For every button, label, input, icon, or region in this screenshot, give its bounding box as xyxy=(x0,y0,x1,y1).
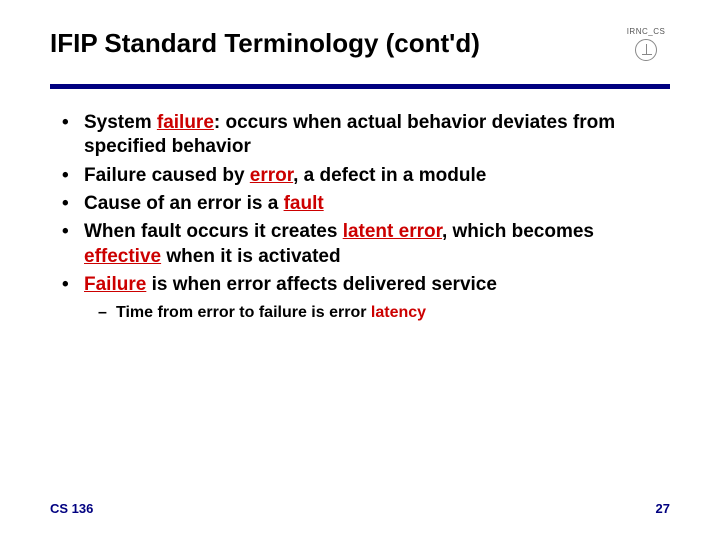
slide-title: IFIP Standard Terminology (cont'd) xyxy=(50,28,480,59)
highlight-text: error xyxy=(250,165,293,186)
text: is when error affects delivered service xyxy=(146,274,497,295)
text: , which becomes xyxy=(442,221,594,242)
slide: IFIP Standard Terminology (cont'd) IRNC_… xyxy=(0,0,720,540)
bullet-list: System failure: occurs when actual behav… xyxy=(50,111,670,297)
text: when it is activated xyxy=(161,246,341,267)
footer-left: CS 136 xyxy=(50,501,93,516)
bullet-item: Cause of an error is a fault xyxy=(62,192,670,216)
highlight-text: latent error xyxy=(343,221,442,242)
bullet-item: When fault occurs it creates latent erro… xyxy=(62,220,670,269)
highlight-text: latency xyxy=(371,304,426,321)
footer-right: 27 xyxy=(656,501,670,516)
header-row: IFIP Standard Terminology (cont'd) IRNC_… xyxy=(50,28,670,76)
sub-list: Time from error to failure is error late… xyxy=(50,303,670,324)
text: When fault occurs it creates xyxy=(84,221,343,242)
bullet-item: Failure caused by error, a defect in a m… xyxy=(62,164,670,188)
sub-item: Time from error to failure is error late… xyxy=(98,303,670,324)
text: , a defect in a module xyxy=(293,165,486,186)
highlight-text: fault xyxy=(284,193,324,214)
highlight-text: Failure xyxy=(84,274,146,295)
footer: CS 136 27 xyxy=(50,501,670,516)
text: Cause of an error is a xyxy=(84,193,284,214)
bullet-item: System failure: occurs when actual behav… xyxy=(62,111,670,160)
corner-logo: IRNC_CS xyxy=(622,28,670,76)
title-underline xyxy=(50,84,670,89)
content-area: System failure: occurs when actual behav… xyxy=(50,111,670,324)
logo-text: IRNC_CS xyxy=(622,28,670,37)
text: Time from error to failure is error xyxy=(116,304,371,321)
highlight-text: failure xyxy=(157,112,214,133)
text: Failure caused by xyxy=(84,165,250,186)
text: System xyxy=(84,112,157,133)
bullet-item: Failure is when error affects delivered … xyxy=(62,273,670,297)
logo-icon xyxy=(635,39,657,61)
highlight-text: effective xyxy=(84,246,161,267)
